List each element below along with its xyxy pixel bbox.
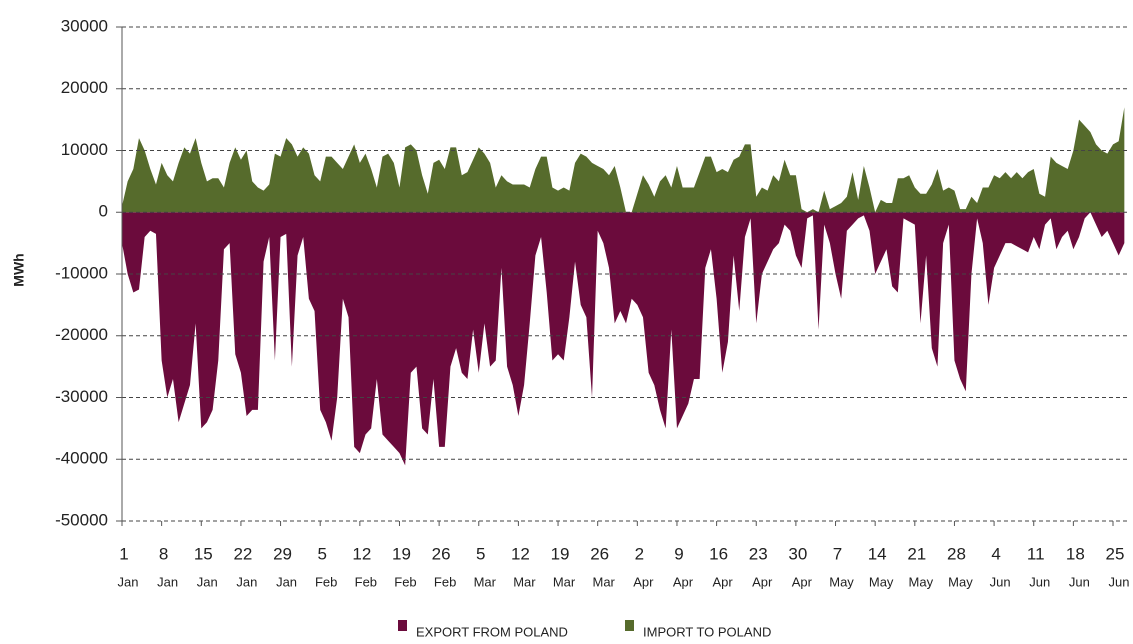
x-tick-day: 8 bbox=[159, 544, 168, 563]
x-tick-month: Apr bbox=[673, 574, 694, 589]
x-tick-month: Jan bbox=[118, 574, 139, 589]
x-tick-month: May bbox=[909, 574, 934, 589]
area bbox=[122, 212, 1125, 466]
x-tick-month: Mar bbox=[513, 574, 536, 589]
x-tick-day: 26 bbox=[432, 544, 451, 563]
x-tick-month: Jan bbox=[276, 574, 297, 589]
y-tick-label: -20000 bbox=[55, 325, 108, 344]
y-tick-label: -30000 bbox=[55, 387, 108, 406]
x-tick-month: Jun bbox=[1029, 574, 1050, 589]
x-tick-month: Jun bbox=[1069, 574, 1090, 589]
x-tick-day: 2 bbox=[635, 544, 644, 563]
x-tick-day: 11 bbox=[1027, 544, 1045, 563]
x-tick-month: Feb bbox=[394, 574, 416, 589]
x-tick-day: 12 bbox=[511, 544, 530, 563]
x-tick-month: May bbox=[829, 574, 854, 589]
x-tick-day: 23 bbox=[749, 544, 768, 563]
x-tick-month: May bbox=[869, 574, 894, 589]
y-tick-label: -40000 bbox=[55, 449, 108, 468]
x-tick-day: 28 bbox=[947, 544, 966, 563]
legend-label: IMPORT TO POLAND bbox=[643, 624, 771, 639]
legend-swatch bbox=[398, 620, 407, 631]
x-tick-day: 12 bbox=[352, 544, 371, 563]
x-tick-month: Mar bbox=[474, 574, 497, 589]
x-tick-day: 19 bbox=[392, 544, 411, 563]
x-tick-day: 5 bbox=[317, 544, 326, 563]
x-tick-day: 15 bbox=[194, 544, 213, 563]
x-tick-day: 7 bbox=[833, 544, 842, 563]
x-tick-month: Feb bbox=[434, 574, 456, 589]
x-tick-month: Mar bbox=[553, 574, 576, 589]
x-tick-month: Jun bbox=[1109, 574, 1130, 589]
x-tick-month: Jan bbox=[157, 574, 178, 589]
x-tick-day: 18 bbox=[1066, 544, 1085, 563]
x-tick-day: 30 bbox=[788, 544, 807, 563]
x-tick-month: May bbox=[948, 574, 973, 589]
y-tick-label: 10000 bbox=[61, 140, 108, 159]
x-tick-month: Jan bbox=[197, 574, 218, 589]
legend-item: EXPORT FROM POLAND bbox=[398, 620, 568, 639]
x-tick-month: Feb bbox=[315, 574, 337, 589]
y-tick-label: 30000 bbox=[61, 16, 108, 35]
x-tick-day: 14 bbox=[868, 544, 887, 563]
x-tick-day: 26 bbox=[590, 544, 609, 563]
y-axis-label: MWh bbox=[11, 253, 27, 286]
x-tick-month: Apr bbox=[633, 574, 654, 589]
x-tick-day: 5 bbox=[476, 544, 485, 563]
y-tick-label: -50000 bbox=[55, 510, 108, 529]
x-tick-day: 21 bbox=[907, 544, 926, 563]
x-tick-month: Feb bbox=[355, 574, 377, 589]
legend-item: IMPORT TO POLAND bbox=[625, 620, 771, 639]
x-tick-month: Apr bbox=[792, 574, 813, 589]
y-tick-label: -10000 bbox=[55, 263, 108, 282]
x-tick-day: 4 bbox=[991, 544, 1000, 563]
y-tick-label: 20000 bbox=[61, 78, 108, 97]
legend-label: EXPORT FROM POLAND bbox=[416, 624, 568, 639]
x-tick-month: Jan bbox=[236, 574, 257, 589]
x-tick-month: Mar bbox=[592, 574, 615, 589]
x-tick-day: 16 bbox=[709, 544, 728, 563]
x-tick-day: 22 bbox=[233, 544, 252, 563]
x-tick-day: 9 bbox=[674, 544, 683, 563]
x-tick-month: Apr bbox=[752, 574, 773, 589]
x-tick-day: 29 bbox=[273, 544, 292, 563]
x-tick-month: Jun bbox=[990, 574, 1011, 589]
x-tick-month: Apr bbox=[712, 574, 733, 589]
legend-swatch bbox=[625, 620, 634, 631]
x-tick-day: 19 bbox=[551, 544, 570, 563]
area bbox=[122, 107, 1125, 213]
x-tick-day: 1 bbox=[119, 544, 128, 563]
x-tick-day: 25 bbox=[1106, 544, 1125, 563]
y-tick-label: 0 bbox=[99, 202, 108, 221]
